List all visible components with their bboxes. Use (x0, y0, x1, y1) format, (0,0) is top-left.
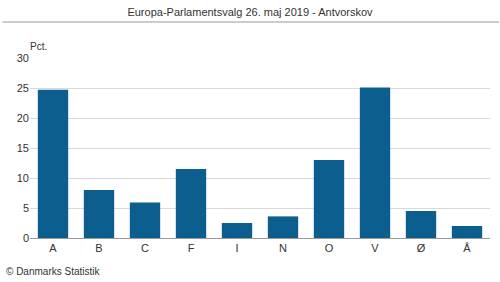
svg-text:Europa-Parlamentsvalg 26. maj: Europa-Parlamentsvalg 26. maj 2019 - Ant… (127, 6, 373, 18)
svg-text:25: 25 (17, 82, 29, 94)
svg-text:N: N (279, 242, 287, 254)
svg-text:© Danmarks Statistik: © Danmarks Statistik (6, 266, 101, 277)
svg-text:Å: Å (463, 242, 471, 254)
svg-text:10: 10 (17, 172, 29, 184)
svg-text:B: B (95, 242, 102, 254)
svg-text:0: 0 (23, 232, 29, 244)
svg-text:15: 15 (17, 142, 29, 154)
svg-text:O: O (325, 242, 334, 254)
svg-text:V: V (371, 242, 379, 254)
svg-text:F: F (188, 242, 195, 254)
svg-text:20: 20 (17, 112, 29, 124)
svg-text:A: A (49, 242, 57, 254)
svg-text:5: 5 (23, 202, 29, 214)
svg-text:C: C (141, 242, 149, 254)
svg-text:Ø: Ø (417, 242, 426, 254)
svg-text:I: I (235, 242, 238, 254)
svg-text:30: 30 (17, 52, 29, 64)
svg-text:Pct.: Pct. (30, 41, 47, 52)
